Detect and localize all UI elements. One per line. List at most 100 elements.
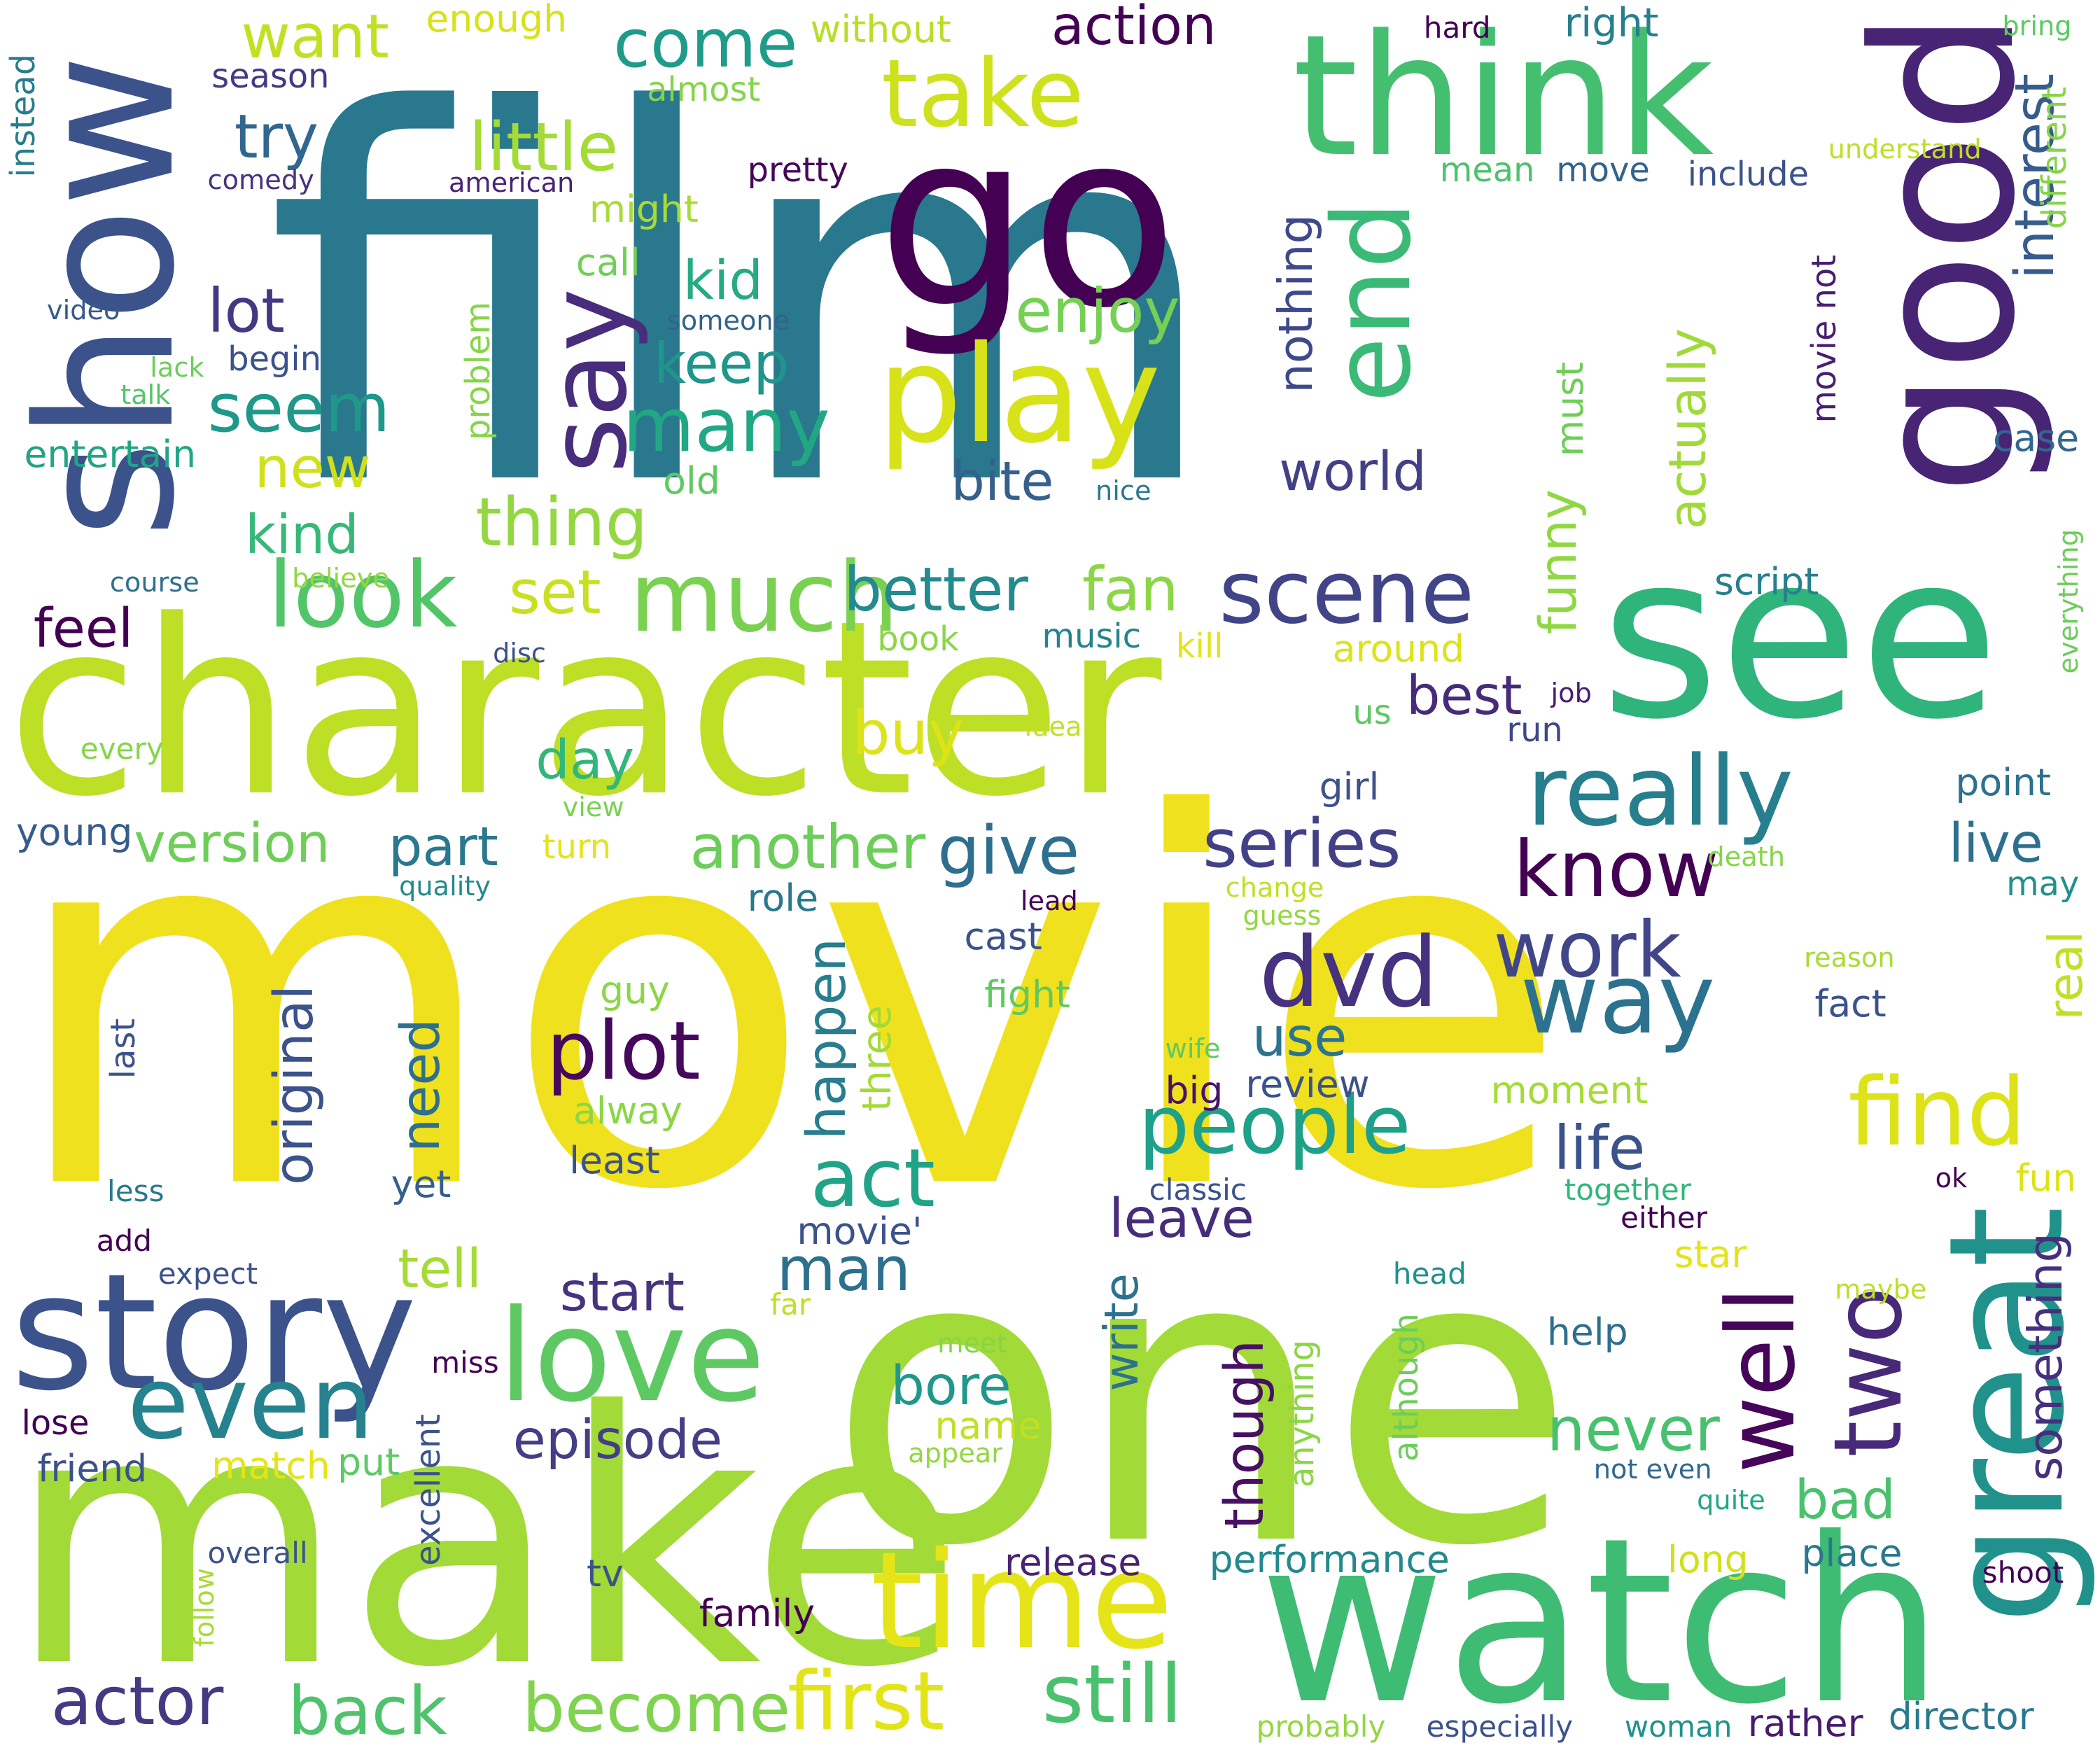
word-mean: mean <box>1439 151 1535 190</box>
word-live: live <box>1948 812 2043 875</box>
word-three: three <box>853 1004 901 1112</box>
word-miss: miss <box>431 1345 499 1380</box>
word-look: look <box>267 541 458 648</box>
word-review: review <box>1245 1061 1370 1106</box>
word-old: old <box>663 458 720 503</box>
word-believe: believe <box>292 562 389 594</box>
word-fact: fact <box>1814 981 1886 1026</box>
word-thing: thing <box>475 482 648 561</box>
word-far: far <box>770 1287 811 1322</box>
word-family: family <box>699 1590 816 1635</box>
word-original: original <box>262 984 326 1186</box>
word-woman: woman <box>1624 1709 1732 1744</box>
word-appear: appear <box>908 1437 1002 1469</box>
word-season: season <box>211 57 330 97</box>
word-actually: actually <box>1658 328 1718 530</box>
word-meet: meet <box>937 1327 1007 1359</box>
word-understand: understand <box>1828 134 1982 166</box>
word-place: place <box>1801 1530 1903 1575</box>
word-fan: fan <box>1082 555 1179 626</box>
word-instead: instead <box>4 53 43 177</box>
word-become: become <box>522 1668 791 1747</box>
word-someone: someone <box>666 305 790 337</box>
word-fight: fight <box>984 972 1070 1016</box>
word-lose: lose <box>21 1404 90 1443</box>
word-not-even: not even <box>1593 1453 1712 1485</box>
word-see: see <box>1600 503 2000 769</box>
word-something: something <box>2018 1233 2073 1481</box>
word-run: run <box>1506 711 1563 750</box>
word-guess: guess <box>1242 900 1322 932</box>
word-start: start <box>559 1261 685 1324</box>
word-nothing: nothing <box>1268 214 1323 394</box>
word-enjoy: enjoy <box>1015 276 1180 346</box>
word-buy: buy <box>851 698 965 769</box>
word-little: little <box>468 107 619 186</box>
word-movie: movie' <box>797 1209 923 1254</box>
word-dvd: dvd <box>1259 916 1438 1029</box>
word-maybe: maybe <box>1835 1274 1927 1306</box>
word-happen: happen <box>796 937 859 1140</box>
word-bite: bite <box>951 450 1054 513</box>
word-fun: fun <box>2015 1155 2077 1200</box>
word-nice: nice <box>1096 475 1152 507</box>
word-never: never <box>1546 1395 1720 1466</box>
word-movie: movie <box>6 708 1571 1301</box>
word-well: well <box>1706 1286 1816 1474</box>
word-help: help <box>1546 1309 1628 1354</box>
word-series: series <box>1203 804 1401 883</box>
word-feel: feel <box>33 598 134 661</box>
word-still: still <box>1042 1648 1183 1742</box>
word-put: put <box>337 1439 400 1484</box>
word-name: name <box>934 1403 1042 1448</box>
word-lot: lot <box>207 276 285 346</box>
word-american: american <box>448 167 575 200</box>
word-act: act <box>810 1132 936 1226</box>
word-ok: ok <box>1935 1163 1968 1195</box>
word-girl: girl <box>1319 764 1380 808</box>
word-two: two <box>1814 1286 1924 1457</box>
word-time: time <box>870 1522 1174 1679</box>
word-movie-not: movie not <box>1805 254 1844 424</box>
word-either: either <box>1620 1200 1708 1235</box>
word-call: call <box>575 240 640 285</box>
word-add: add <box>96 1223 153 1258</box>
word-reason: reason <box>1804 941 1895 974</box>
word-different: different <box>2035 87 2074 230</box>
word-seem: seem <box>207 368 391 447</box>
word-follow: follow <box>188 1567 220 1647</box>
word-without: without <box>810 7 951 52</box>
word-go: go <box>877 80 1178 361</box>
word-tv: tv <box>587 1550 624 1595</box>
word-must: must <box>1547 361 1592 456</box>
word-case: case <box>1992 416 2080 461</box>
word-kid: kid <box>682 249 763 312</box>
word-video: video <box>46 294 120 326</box>
word-plot: plot <box>546 1004 701 1099</box>
word-every: every <box>80 732 164 766</box>
word-expect: expect <box>158 1256 258 1292</box>
word-lack: lack <box>150 352 204 384</box>
word-job: job <box>1550 678 1592 710</box>
word-best: best <box>1406 665 1522 728</box>
word-lead: lead <box>1020 886 1078 918</box>
word-yet: yet <box>391 1162 451 1207</box>
word-one: one <box>827 1166 1576 1634</box>
word-release: release <box>1004 1540 1142 1585</box>
word-come: come <box>613 4 798 83</box>
word-write: write <box>1093 1273 1149 1391</box>
word-role: role <box>747 875 819 920</box>
word-classic: classic <box>1149 1172 1247 1207</box>
word-really: really <box>1527 735 1794 848</box>
word-disc: disc <box>493 638 546 669</box>
word-cast: cast <box>964 914 1042 959</box>
word-move: move <box>1556 151 1650 190</box>
word-kind: kind <box>245 504 359 567</box>
word-hard: hard <box>1423 10 1491 46</box>
word-better: better <box>844 555 1028 626</box>
word-make: make <box>6 1338 964 1744</box>
word-young: young <box>15 809 133 854</box>
word-though: though <box>1214 1340 1277 1530</box>
word-use: use <box>1252 1007 1348 1070</box>
word-almost: almost <box>647 71 761 110</box>
